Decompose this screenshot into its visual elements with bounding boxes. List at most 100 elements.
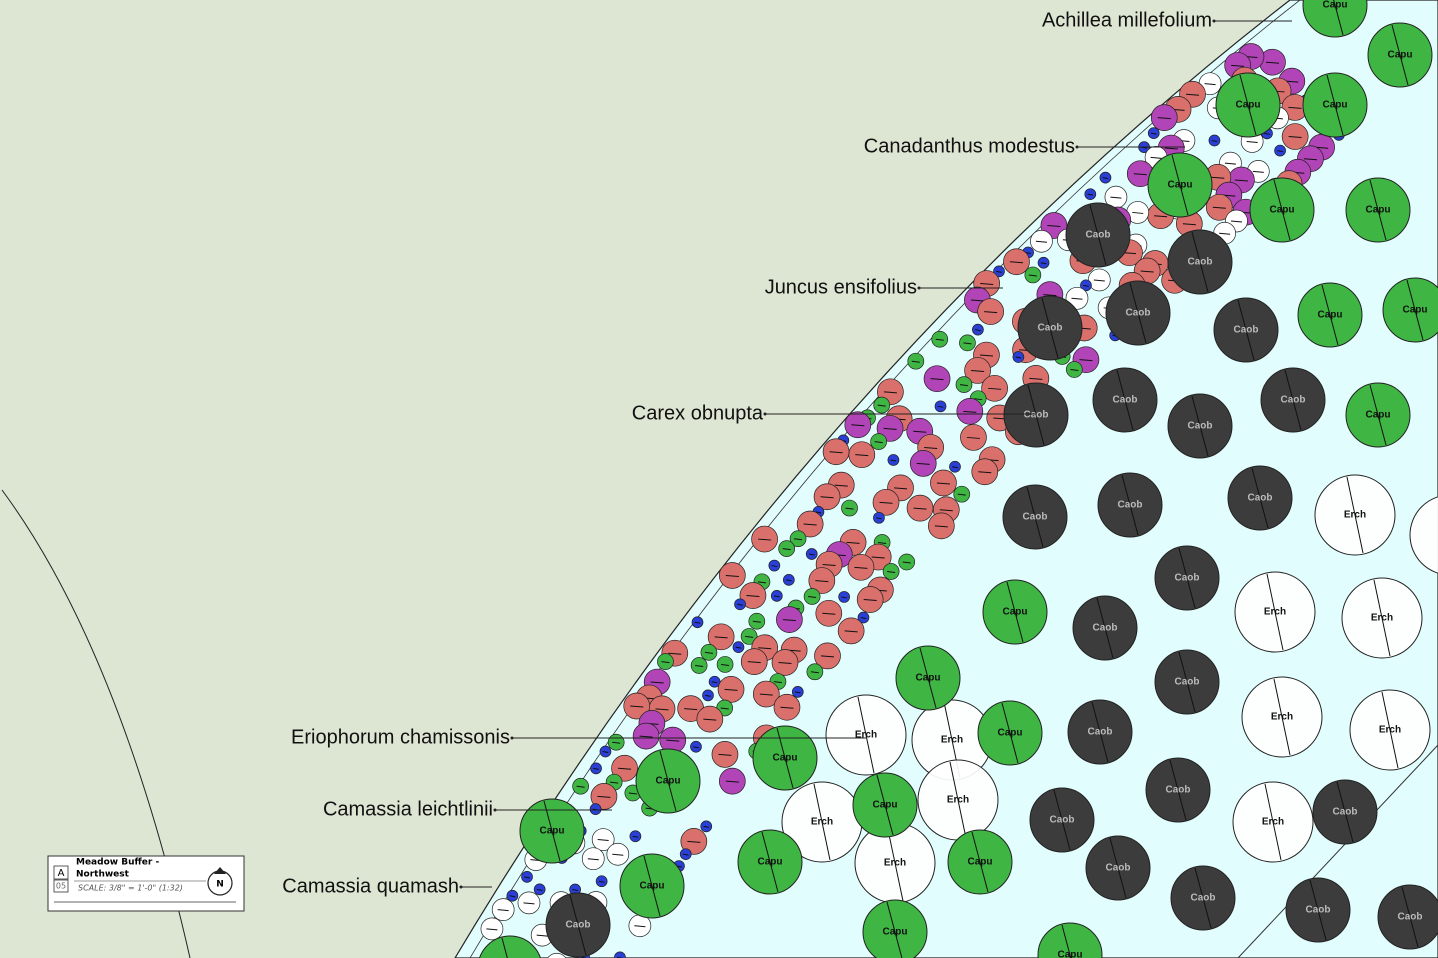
plant-mark [1121, 474, 1139, 536]
plant-mark [1091, 701, 1109, 763]
plant-code: Capu [968, 857, 993, 868]
plant-code: Capu [1058, 950, 1083, 958]
plant-mark [1321, 284, 1339, 346]
plant-mark [721, 663, 730, 666]
plant-code: Caob [1038, 323, 1063, 334]
plant-mark [643, 855, 661, 917]
plant-code: Erch [1379, 725, 1401, 736]
plant-mark [855, 454, 869, 457]
plant-mark [1164, 147, 1178, 150]
plant-code: Capu [1323, 0, 1348, 11]
plant-code: Caob [1118, 500, 1143, 511]
plant-mark [771, 565, 778, 568]
plant-mark [878, 542, 887, 545]
plant-mark [966, 436, 980, 439]
plant-mark [810, 671, 819, 674]
sheet-box [53, 879, 69, 893]
plant-code: Caob [1050, 815, 1075, 826]
plant-code: Caob [1086, 230, 1111, 241]
plant-mark [1110, 196, 1122, 199]
plant-mark [1178, 651, 1196, 713]
plant-mark [846, 541, 860, 544]
plant-code: Caob [1281, 395, 1306, 406]
plant-mark [1336, 781, 1354, 843]
plant-mark [1333, 0, 1344, 36]
plant-mark [980, 283, 994, 286]
plant-mark [1025, 251, 1031, 254]
plant-mark [1178, 547, 1196, 609]
plant-mark [1029, 377, 1043, 380]
plant-mark [1234, 179, 1248, 182]
plant-mark [822, 612, 836, 615]
plant-mark [650, 681, 664, 684]
plant-mark [773, 681, 782, 684]
leader-dot [493, 808, 497, 812]
plant-mark [1369, 179, 1387, 241]
plant-mark [1154, 215, 1168, 218]
plant-capu [862, 899, 928, 958]
plant-mark [1157, 117, 1171, 120]
plant-mark [1116, 369, 1134, 431]
plant-mark [808, 596, 817, 599]
plant-mark [725, 574, 739, 577]
plant-mark [724, 688, 738, 691]
plant-mark [1089, 204, 1107, 266]
plant-mark [1071, 297, 1083, 300]
plant-mark [871, 556, 885, 559]
plant-mark [703, 825, 710, 828]
plant-mark [883, 427, 897, 430]
plant-mark [718, 753, 732, 756]
plant-mark [911, 360, 920, 363]
plant-code: Caob [1024, 410, 1049, 421]
plant-code: Capu [998, 728, 1023, 739]
plant-code: Erch [1371, 613, 1393, 624]
plant-mark [1204, 83, 1216, 86]
plant-code: Capu [883, 927, 908, 938]
plant-mark [682, 853, 689, 856]
plant-mark [970, 299, 984, 302]
plant-mark [1326, 74, 1344, 136]
plant-mark [829, 451, 843, 454]
bed-edge [1237, 744, 1438, 958]
plant-mark [1273, 179, 1291, 241]
plant-mark [655, 708, 669, 711]
plant-code: Capu [916, 673, 941, 684]
plant-label: Carex obnupta [632, 402, 764, 424]
plant-code: Caob [1126, 308, 1151, 319]
plant-mark [1211, 176, 1225, 179]
plant-mark [735, 646, 742, 649]
north-pointer [214, 867, 226, 874]
plant-code: Erch [855, 730, 877, 741]
plant-mark [820, 496, 834, 499]
plant-mark [661, 661, 670, 664]
plant-mark [1211, 140, 1218, 143]
sheet-box [53, 865, 69, 880]
plant-mark [758, 647, 772, 650]
plant-mark [1264, 783, 1282, 861]
plant-mark [949, 761, 967, 839]
plant-code: Erch [1262, 817, 1284, 828]
plant-mark [815, 580, 829, 583]
plant-mark [834, 484, 848, 487]
leader-dot [510, 736, 514, 740]
plant-label: Achillea millefolium [1042, 9, 1212, 31]
plant-mark [1266, 573, 1284, 651]
plant-mark [687, 840, 701, 843]
plant-mark [1251, 467, 1269, 529]
plant-mark [1171, 154, 1189, 216]
plant-mark [1150, 156, 1162, 159]
plant-code: Capu [1388, 50, 1413, 61]
plant-code: Capu [1323, 100, 1348, 111]
plant-mark [536, 888, 543, 891]
plant-code: Caob [1093, 623, 1118, 634]
plant-mark [1140, 270, 1154, 273]
plant-code: Capu [1366, 205, 1391, 216]
plant-mark [695, 665, 704, 667]
plant-labels: Achillea millefolium Canadanthus modestus… [282, 9, 1292, 897]
plant-mark [1169, 759, 1187, 821]
plant-mark [794, 691, 801, 694]
plant-mark [569, 894, 587, 956]
plant-mark [1083, 284, 1089, 287]
plant-mark [694, 621, 701, 624]
plant-code: Caob [1234, 325, 1259, 336]
